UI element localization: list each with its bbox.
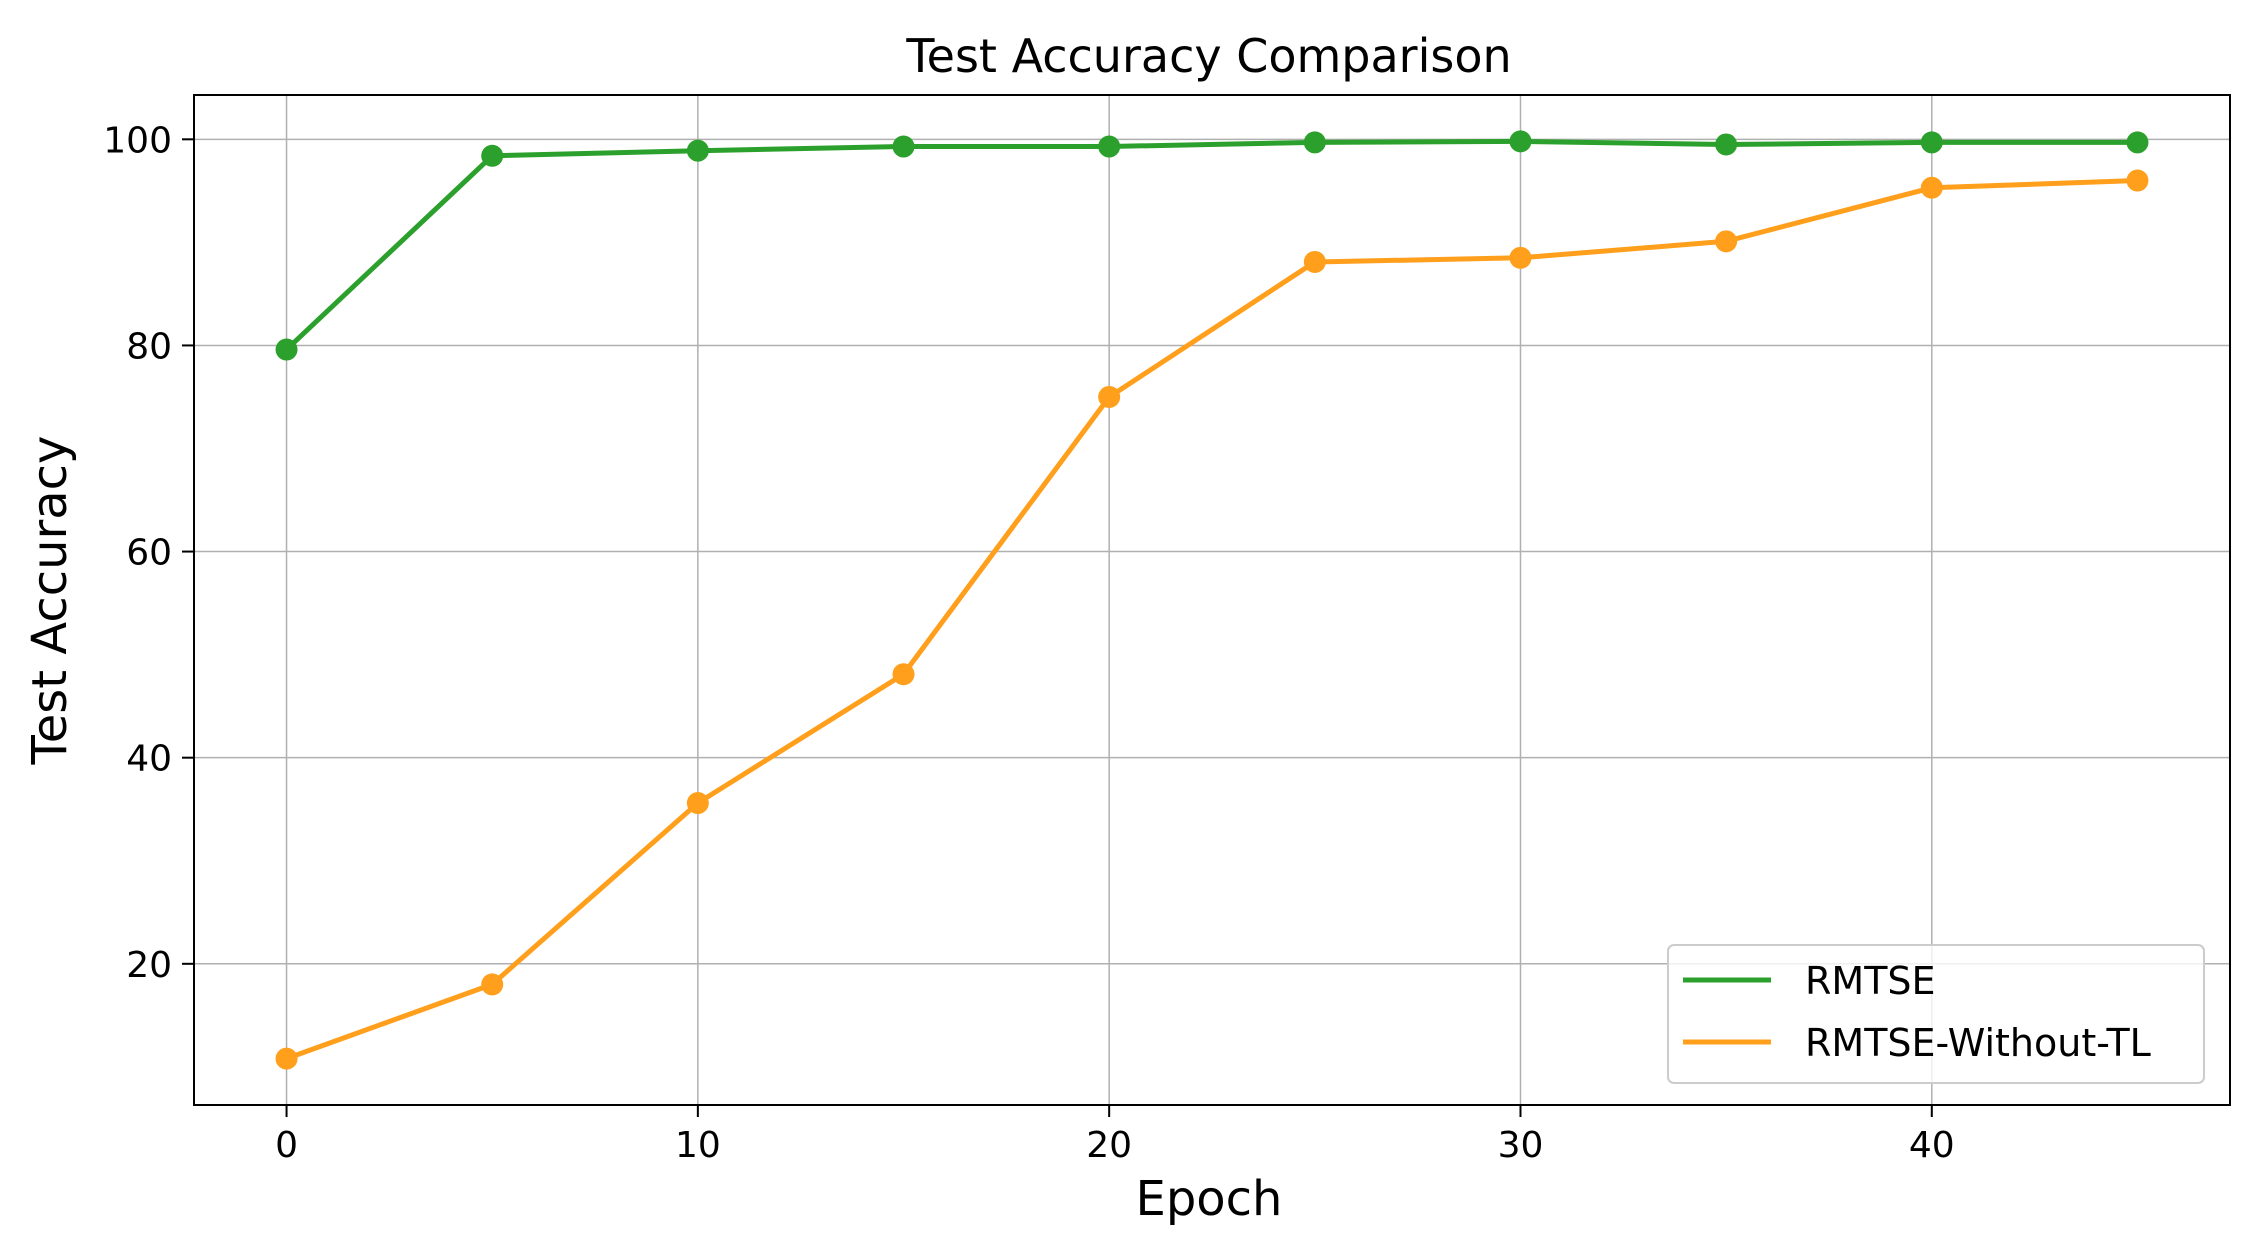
legend-box xyxy=(1667,944,2205,1084)
data-point-rmtse xyxy=(1509,130,1532,153)
x-tick-label: 40 xyxy=(1909,1125,1955,1166)
data-point-rmtse-without-tl xyxy=(1509,246,1532,269)
x-tick-label: 0 xyxy=(275,1125,298,1166)
y-tick-label: 80 xyxy=(126,326,172,367)
data-point-rmtse-without-tl xyxy=(1715,230,1738,253)
data-point-rmtse-without-tl xyxy=(892,663,915,686)
data-point-rmtse-without-tl xyxy=(686,792,709,815)
data-point-rmtse xyxy=(1715,133,1738,156)
data-point-rmtse xyxy=(275,338,298,361)
legend-label-rmtse: RMTSE xyxy=(1805,959,1936,1003)
data-point-rmtse xyxy=(892,135,915,158)
series-rmtse xyxy=(275,130,2149,361)
y-tick-label: 100 xyxy=(103,120,172,161)
data-point-rmtse xyxy=(1098,135,1121,158)
y-axis-label: Test Accuracy xyxy=(22,436,78,766)
data-point-rmtse xyxy=(2126,131,2149,154)
plot-frame xyxy=(193,94,2231,1106)
series-rmtse-without-tl xyxy=(275,169,2149,1070)
series-line-rmtse xyxy=(284,138,2140,353)
axis-ticks: 0 10 20 30 40 20 40 60 80 100 xyxy=(103,120,1954,1166)
x-tick-label: 10 xyxy=(675,1125,721,1166)
data-point-rmtse xyxy=(686,139,709,162)
legend-label-rmtse-without-tl: RMTSE-Without-TL xyxy=(1805,1021,2151,1065)
data-point-rmtse-without-tl xyxy=(275,1047,298,1070)
data-point-rmtse xyxy=(481,144,504,167)
series-group xyxy=(275,130,2149,1070)
y-tick-label: 20 xyxy=(126,945,172,986)
x-tick-label: 20 xyxy=(1086,1125,1132,1166)
data-point-rmtse xyxy=(1303,131,1326,154)
series-line-rmtse-without-tl xyxy=(284,178,2140,1062)
y-tick-label: 40 xyxy=(126,739,172,780)
data-point-rmtse-without-tl xyxy=(1303,250,1326,273)
x-axis-label: Epoch xyxy=(1136,1171,1283,1227)
data-point-rmtse-without-tl xyxy=(2126,169,2149,192)
legend: RMTSE RMTSE-Without-TL xyxy=(1667,944,2205,1084)
chart-title: Test Accuracy Comparison xyxy=(905,29,1511,83)
grid xyxy=(194,95,2230,1105)
data-point-rmtse-without-tl xyxy=(1920,176,1943,199)
data-point-rmtse xyxy=(1920,131,1943,154)
data-point-rmtse-without-tl xyxy=(1098,385,1121,408)
x-tick-label: 30 xyxy=(1498,1125,1544,1166)
y-tick-label: 60 xyxy=(126,533,172,574)
data-point-rmtse-without-tl xyxy=(481,973,504,996)
